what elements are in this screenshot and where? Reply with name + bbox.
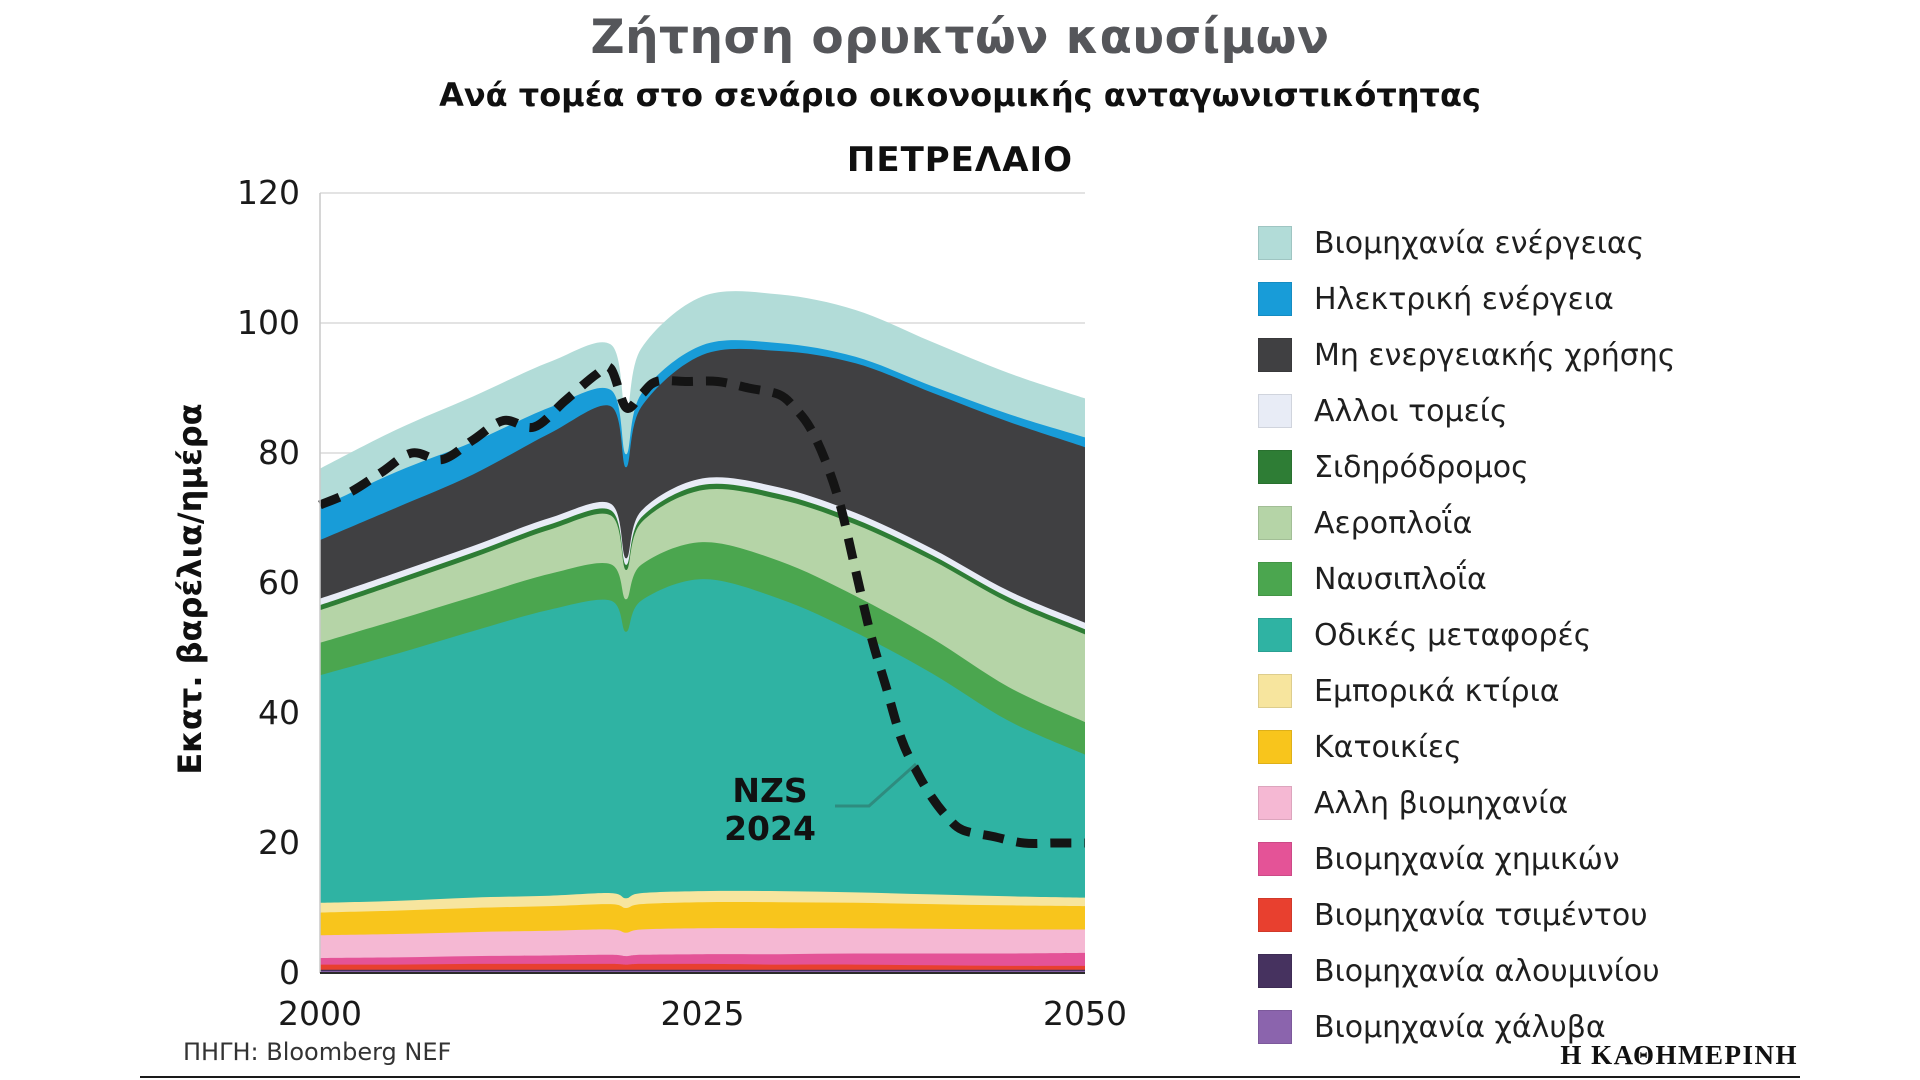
legend-label: Αλλοι τομείς — [1314, 393, 1508, 429]
legend-item: Αλλοι τομείς — [1258, 383, 1858, 439]
legend-swatch — [1258, 338, 1292, 372]
legend-swatch — [1258, 786, 1292, 820]
oil-demand-stacked-area-chart: 0 20 40 60 80 100 120 2000 2025 2050 — [237, 173, 1127, 1033]
legend-item: Κατοικίες — [1258, 719, 1858, 775]
publication-brand: Η ΚΑΘΗΜΕΡΙΝΗ — [1560, 1040, 1798, 1070]
nzs-scenario-line — [318, 362, 1085, 848]
legend-swatch — [1258, 954, 1292, 988]
legend-swatch — [1258, 450, 1292, 484]
legend-swatch — [1258, 730, 1292, 764]
legend-swatch — [1258, 842, 1292, 876]
x-tick-label: 2025 — [661, 994, 745, 1033]
legend-label: Κατοικίες — [1314, 729, 1462, 765]
x-tick-label: 2050 — [1043, 994, 1127, 1033]
legend-label: Βιομηχανία ενέργειας — [1314, 225, 1645, 261]
chart-title: ΠΕΤΡΕΛΑΙΟ — [846, 140, 1074, 180]
legend-item: Βιομηχανία χάλυβα — [1258, 999, 1858, 1055]
legend-label: Αεροπλοΐα — [1314, 505, 1473, 541]
nzs-annotation-connector — [835, 762, 917, 808]
legend-label: Βιομηχανία τσιμέντου — [1314, 897, 1648, 933]
legend-label: Οδικές μεταφορές — [1314, 617, 1592, 653]
legend-item: Αλλη βιομηχανία — [1258, 775, 1858, 831]
legend-item: Ηλεκτρική ενέργεια — [1258, 271, 1858, 327]
legend-swatch — [1258, 1010, 1292, 1044]
legend-label: Ναυσιπλοΐα — [1314, 561, 1487, 597]
legend-item: Βιομηχανία τσιμέντου — [1258, 887, 1858, 943]
legend-swatch — [1258, 394, 1292, 428]
source-credit: ΠΗΓΗ: Bloomberg NEF — [183, 1038, 452, 1066]
legend-item: Βιομηχανία αλουμινίου — [1258, 943, 1858, 999]
y-tick-label: 120 — [237, 173, 300, 212]
page-title: Ζήτηση ορυκτών καυσίμων — [590, 10, 1330, 65]
legend-swatch — [1258, 282, 1292, 316]
y-tick-label: 100 — [237, 303, 300, 342]
x-tick-label: 2000 — [278, 994, 362, 1033]
legend-label: Μη ενεργειακής χρήσης — [1314, 337, 1676, 373]
legend-item: Βιομηχανία ενέργειας — [1258, 215, 1858, 271]
y-tick-label: 20 — [258, 823, 300, 862]
legend-item: Οδικές μεταφορές — [1258, 607, 1858, 663]
legend-item: Αεροπλοΐα — [1258, 495, 1858, 551]
legend-label: Ηλεκτρική ενέργεια — [1314, 281, 1614, 317]
legend-item: Ναυσιπλοΐα — [1258, 551, 1858, 607]
legend-item: Βιομηχανία χημικών — [1258, 831, 1858, 887]
nzs-annotation: NZS 2024 — [690, 772, 850, 848]
legend-item: Σιδηρόδρομος — [1258, 439, 1858, 495]
nzs-annotation-line1: NZS — [732, 771, 808, 810]
legend-item: Μη ενεργειακής χρήσης — [1258, 327, 1858, 383]
legend-swatch — [1258, 226, 1292, 260]
legend-label: Σιδηρόδρομος — [1314, 449, 1529, 485]
legend-label: Εμπορικά κτίρια — [1314, 673, 1560, 709]
legend-swatch — [1258, 618, 1292, 652]
legend-label: Βιομηχανία αλουμινίου — [1314, 953, 1660, 989]
chart-legend: Βιομηχανία ενέργειας Ηλεκτρική ενέργεια Μη… — [1258, 215, 1858, 1055]
legend-item: Εμπορικά κτίρια — [1258, 663, 1858, 719]
nzs-annotation-line2: 2024 — [724, 809, 816, 848]
legend-swatch — [1258, 506, 1292, 540]
y-tick-label: 40 — [258, 693, 300, 732]
legend-swatch — [1258, 674, 1292, 708]
legend-swatch — [1258, 562, 1292, 596]
footer-rule — [140, 1076, 1800, 1078]
legend-swatch — [1258, 898, 1292, 932]
y-tick-label: 0 — [279, 953, 300, 992]
area-road-transport — [320, 579, 1085, 973]
legend-label: Αλλη βιομηχανία — [1314, 785, 1569, 821]
legend-label: Βιομηχανία χάλυβα — [1314, 1009, 1606, 1045]
y-tick-label: 80 — [258, 433, 300, 472]
legend-label: Βιομηχανία χημικών — [1314, 841, 1620, 877]
y-tick-label: 60 — [258, 563, 300, 602]
page-subtitle: Ανά τομέα στο σενάριο οικονομικής ανταγω… — [439, 76, 1481, 114]
